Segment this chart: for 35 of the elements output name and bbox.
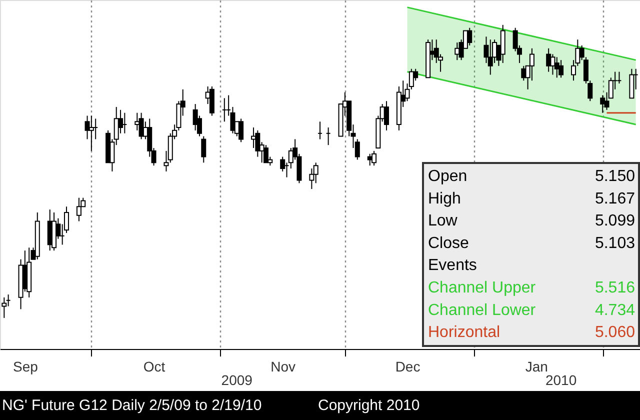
- text: 2010: [545, 372, 577, 388]
- text: Channel Lower 4.734: [428, 302, 635, 319]
- candlestick: [209, 86, 214, 116]
- candlestick: [500, 24, 506, 64]
- candlestick: [238, 118, 244, 143]
- text: 2009: [221, 372, 253, 388]
- text: Copyright 2010: [318, 397, 420, 414]
- x-tick-label: Jan: [525, 358, 548, 374]
- candlestick: [600, 94, 606, 114]
- candlestick: [554, 56, 560, 78]
- x-tick-label: Dec: [395, 358, 420, 374]
- x-tick-label: Oct: [143, 358, 166, 374]
- text: Close 5.103: [428, 234, 635, 252]
- candlestick: [558, 60, 564, 78]
- text: Low 5.099: [428, 212, 635, 230]
- candlestick: [201, 136, 206, 164]
- x-tick-label: Nov: [270, 358, 296, 374]
- candlestick: [488, 39, 493, 76]
- candlestick: [550, 54, 556, 76]
- text: Open 5.150: [428, 168, 635, 185]
- candlestick: [88, 115, 94, 152]
- candlestick: [467, 27, 472, 46]
- annotation: Events: [428, 257, 477, 274]
- text: High 5.167: [428, 190, 635, 208]
- text: NG' Future G12 Daily 2/5/09 to 2/19/10: [2, 397, 262, 414]
- candlestick: [138, 112, 144, 140]
- candlestick: [629, 68, 634, 99]
- candlestick: [263, 144, 268, 164]
- text: Channel Upper 5.516: [428, 280, 635, 296]
- x-tick-label: Sep: [12, 358, 38, 374]
- candlestick: [384, 100, 389, 131]
- candlestick: [529, 48, 534, 82]
- text: Horizontal 5.060: [428, 324, 635, 342]
- candlestick: [76, 197, 82, 222]
- candlestick: [372, 150, 377, 166]
